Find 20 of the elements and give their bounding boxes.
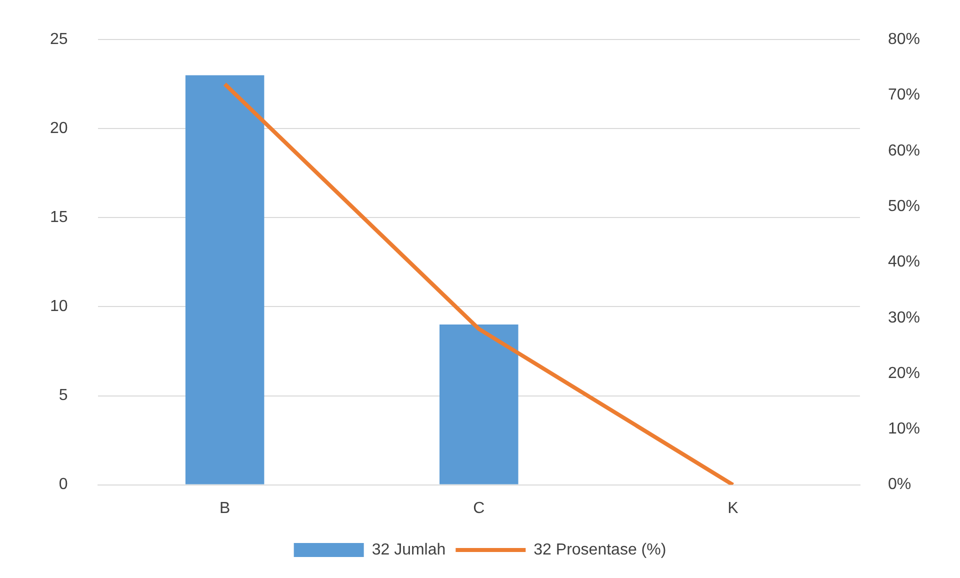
legend-label: 32 Prosentase (%): [534, 541, 666, 558]
y2-tick-label: 30%: [888, 309, 920, 326]
x-tick-label: K: [728, 500, 739, 517]
y2-tick-label: 50%: [888, 198, 920, 215]
x-tick-label: B: [219, 500, 230, 517]
y2-tick-label: 80%: [888, 31, 920, 48]
y2-tick-label: 10%: [888, 420, 920, 438]
y-tick-label: 5: [58, 387, 68, 404]
x-tick-label: C: [473, 500, 485, 517]
y-tick-label: 10: [50, 298, 68, 316]
y2-tick-label: 0%: [888, 476, 912, 494]
legend-label: 32 Jumlah: [372, 541, 446, 558]
y-tick-label: 0: [58, 476, 68, 494]
y2-tick-label: 20%: [888, 364, 920, 382]
y2-tick-label: 70%: [888, 86, 920, 104]
y-tick-label: 25: [50, 31, 68, 48]
y-tick-label: 15: [50, 209, 68, 226]
y2-tick-label: 40%: [888, 254, 920, 271]
y2-tick-label: 60%: [888, 142, 920, 160]
y-tick-label: 20: [50, 120, 68, 138]
